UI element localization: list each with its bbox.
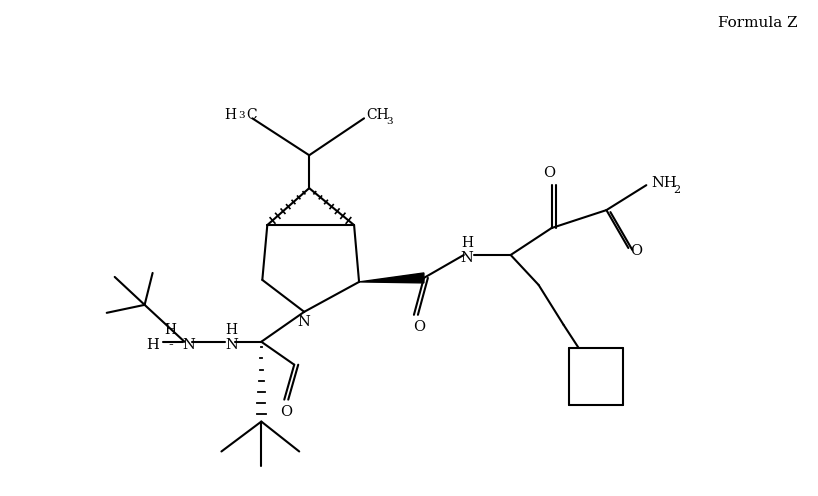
Text: NH: NH — [651, 176, 677, 190]
Text: H: H — [224, 108, 236, 123]
Text: O: O — [413, 320, 425, 334]
Text: 2: 2 — [673, 185, 681, 195]
Text: N: N — [461, 251, 474, 265]
Text: N: N — [225, 338, 238, 352]
Polygon shape — [359, 273, 424, 283]
Text: -: - — [169, 338, 173, 352]
Text: Formula Z: Formula Z — [718, 15, 798, 30]
Text: O: O — [631, 244, 642, 258]
Text: N: N — [182, 338, 195, 352]
Text: H: H — [146, 338, 159, 352]
Text: O: O — [543, 166, 555, 180]
Text: 3: 3 — [238, 111, 245, 120]
Text: H: H — [226, 323, 237, 337]
Text: H: H — [461, 236, 473, 250]
Text: 3: 3 — [386, 117, 393, 126]
Text: C: C — [246, 108, 257, 123]
Text: H: H — [164, 323, 177, 337]
Text: CH: CH — [366, 108, 389, 123]
Text: O: O — [281, 405, 292, 419]
Text: N: N — [298, 315, 311, 329]
